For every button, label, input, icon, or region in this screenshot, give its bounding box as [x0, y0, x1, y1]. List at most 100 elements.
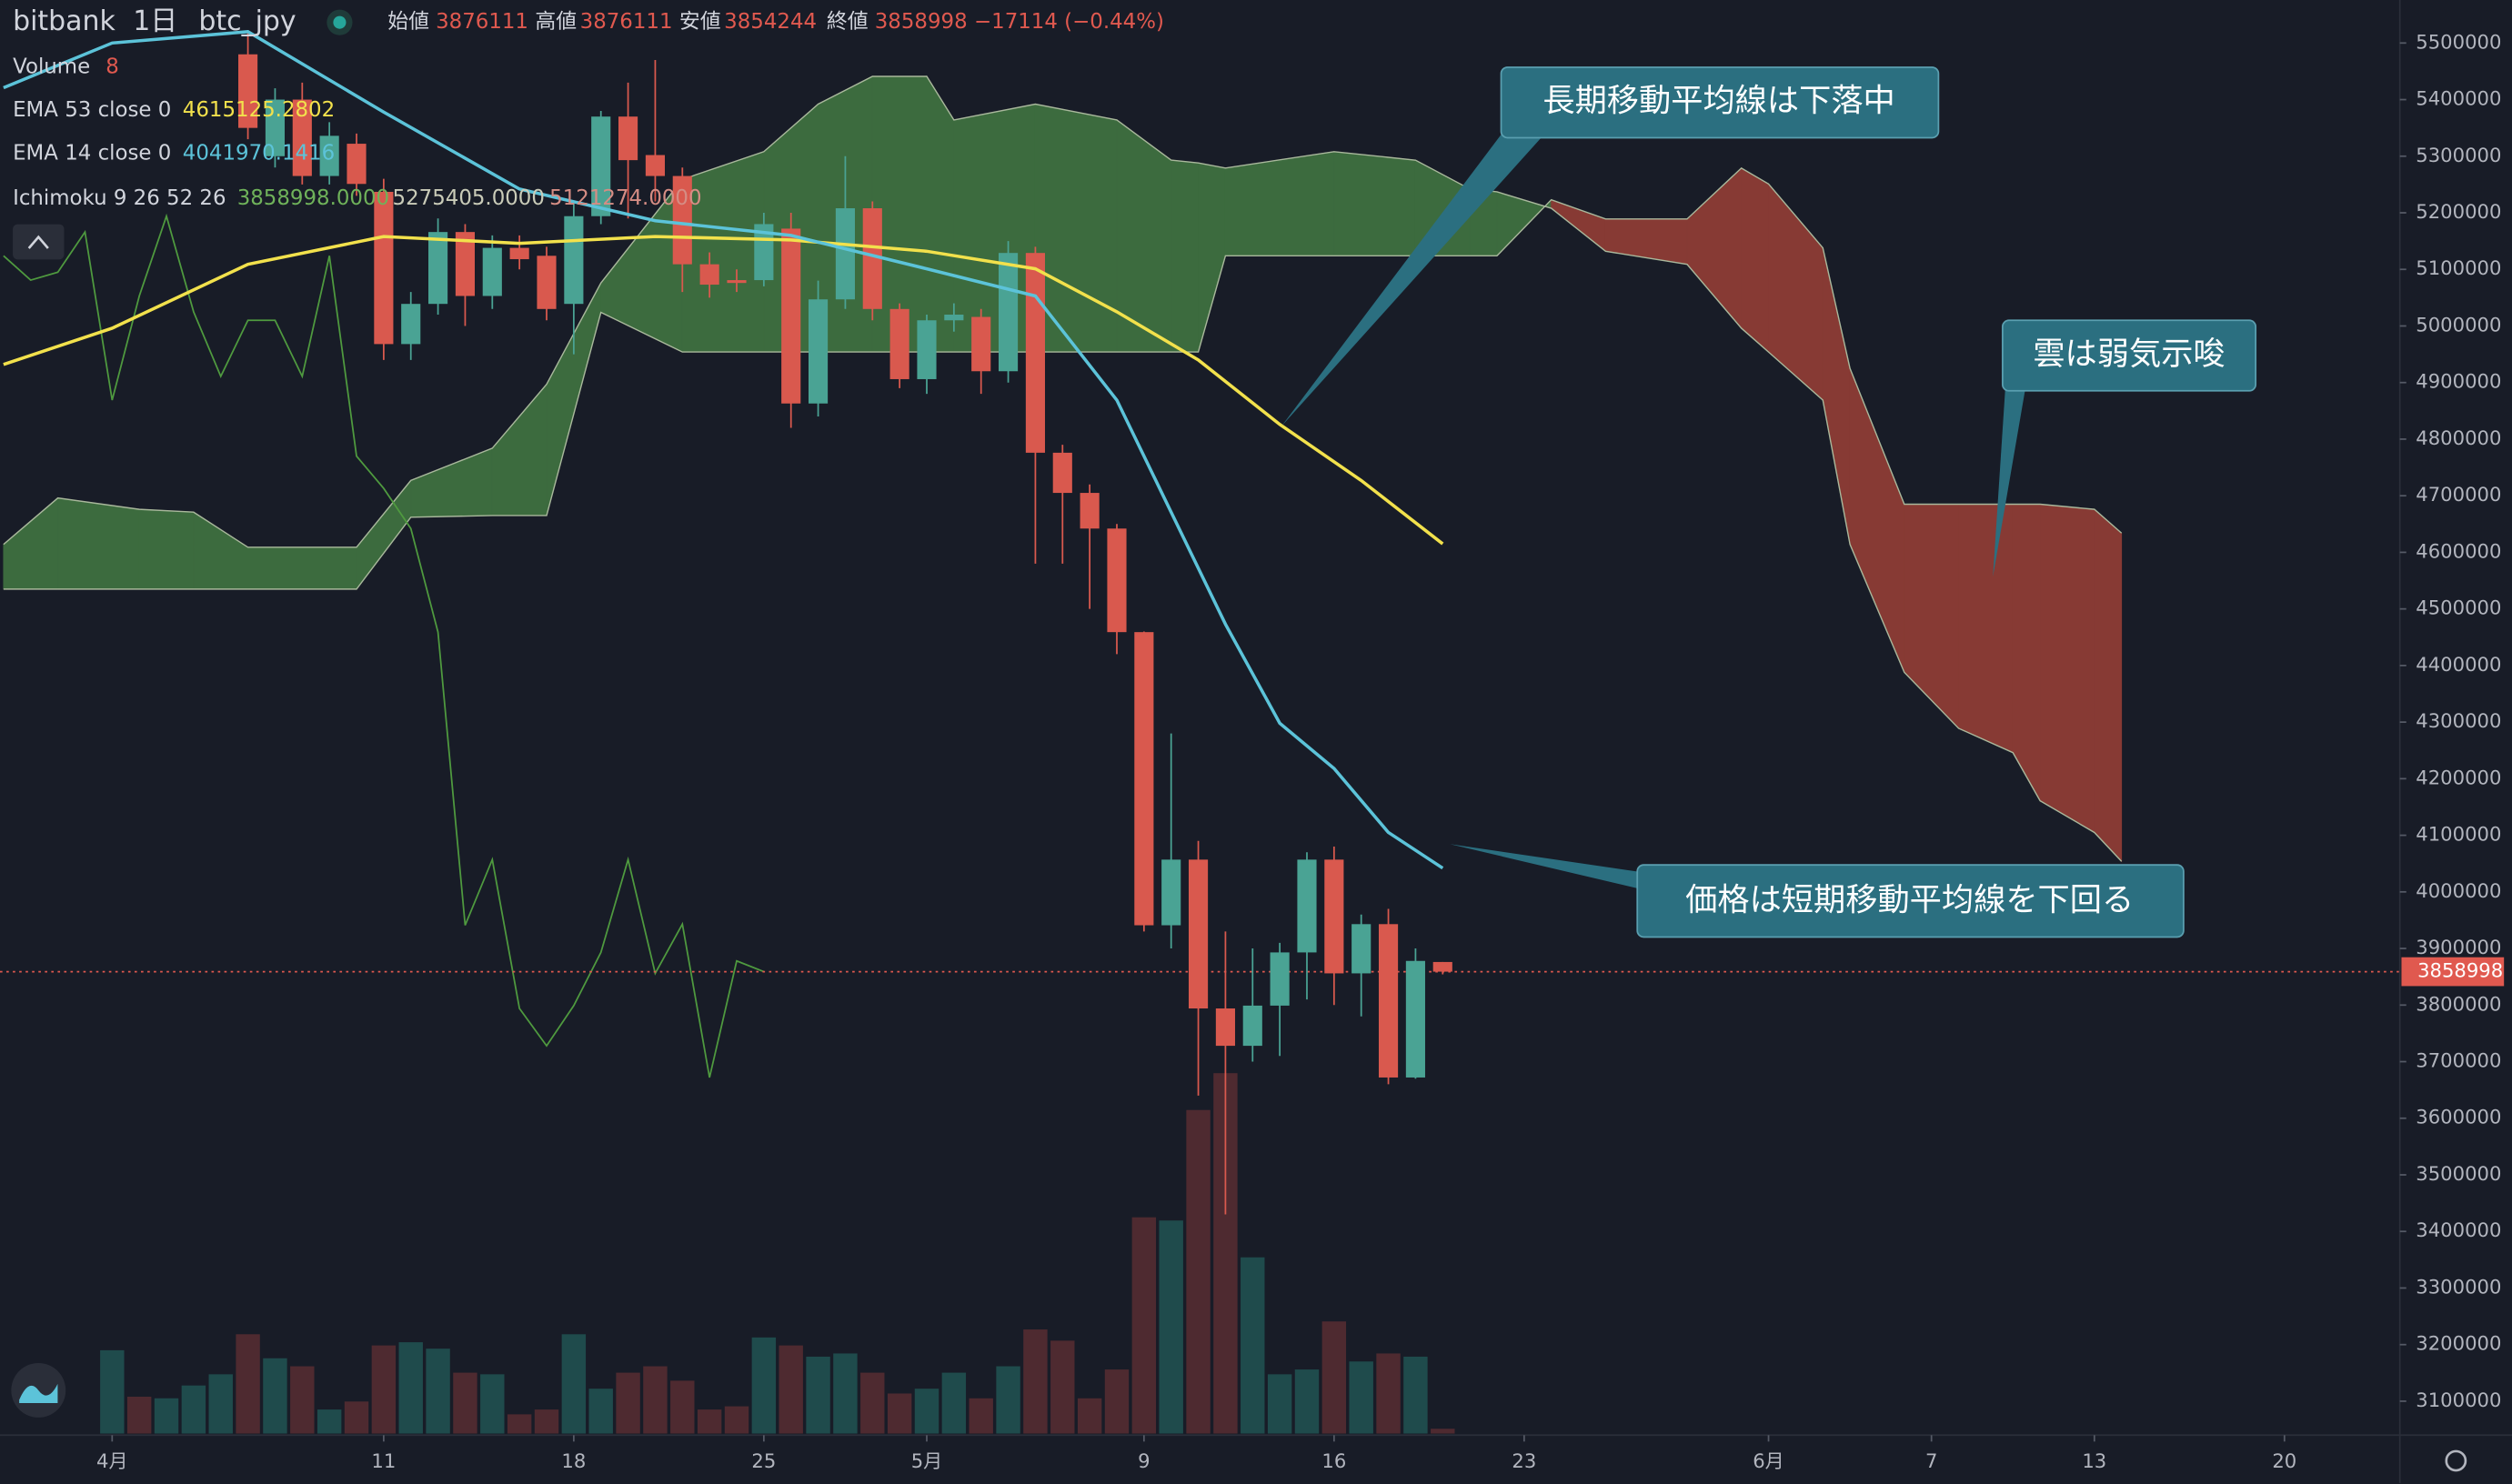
volume-bar [941, 1372, 967, 1434]
y-tick-label: 5000000 [2416, 313, 2501, 336]
volume-bar [670, 1380, 695, 1434]
x-tick-label: 7 [1925, 1449, 1937, 1472]
candle-body [401, 304, 421, 345]
y-tick-label: 3900000 [2416, 936, 2501, 958]
candle-body [727, 280, 747, 284]
cloud-fill [1333, 151, 1416, 256]
candle-body [917, 320, 937, 379]
candle-body [1432, 961, 1452, 972]
x-tick-label: 9 [1138, 1449, 1150, 1472]
ema-line [3, 235, 1444, 546]
volume-bar [426, 1349, 450, 1434]
candle-body [1378, 924, 1399, 1078]
volume-bar [453, 1372, 477, 1434]
indicator-value: 8 [106, 55, 119, 78]
y-tick-label: 3400000 [2416, 1218, 2501, 1241]
price-tag [2401, 957, 2505, 987]
callout-box[interactable] [2001, 319, 2257, 392]
volume-bar [996, 1366, 1020, 1434]
volume-bar [1023, 1329, 1048, 1434]
y-tick-label: 4200000 [2416, 766, 2501, 788]
indicator-name[interactable]: Ichimoku 9 26 52 26 [13, 186, 226, 210]
candle-body [944, 315, 964, 321]
low-value: 3854244 [724, 10, 817, 34]
candle-body [537, 256, 557, 309]
volume-bar [1349, 1361, 1373, 1434]
indicator-name[interactable]: EMA 14 close 0 [13, 142, 171, 165]
volume-bar [724, 1406, 749, 1434]
volume-bar [371, 1345, 397, 1434]
volume-bar [1186, 1109, 1211, 1434]
candle-body [809, 299, 829, 404]
callout-box[interactable] [1500, 66, 1940, 139]
callout-box[interactable] [1636, 864, 2185, 938]
volume-bar [643, 1366, 668, 1434]
candle-body [1134, 632, 1154, 926]
y-tick-label: 3500000 [2416, 1162, 2501, 1185]
y-tick-label: 5400000 [2416, 87, 2501, 110]
indicator-name[interactable]: EMA 53 close 0 [13, 98, 171, 122]
close-value: 3858998 [875, 10, 968, 34]
x-tick-label: 13 [2082, 1449, 2106, 1472]
candle-body [238, 54, 258, 128]
candle-body [998, 253, 1019, 372]
y-tick-label: 4000000 [2416, 879, 2501, 902]
volume-bar [806, 1356, 830, 1434]
volume-bar [1050, 1340, 1075, 1434]
candle-body [319, 135, 339, 176]
settings-icon[interactable] [2445, 1449, 2467, 1472]
interval[interactable]: 1日 [133, 5, 177, 37]
candle-body [455, 232, 476, 296]
volume-bar [1131, 1217, 1157, 1434]
collapse-icon [27, 235, 49, 249]
volume-bar [534, 1409, 559, 1434]
volume-bar [398, 1342, 423, 1434]
y-tick-label: 3300000 [2416, 1275, 2501, 1298]
logo-mark [19, 1383, 58, 1404]
y-tick-label: 4400000 [2416, 653, 2501, 676]
symbol[interactable]: btc_jpy [198, 5, 296, 37]
volume-bar [100, 1349, 125, 1434]
volume-bar [1376, 1353, 1401, 1434]
y-tick-label: 4500000 [2416, 597, 2501, 619]
y-tick-label: 3200000 [2416, 1332, 2501, 1355]
candle-body [971, 316, 991, 372]
volume-bar [181, 1385, 206, 1434]
x-tick-label: 23 [1512, 1449, 1536, 1472]
x-tick-label: 16 [1321, 1449, 1346, 1472]
volume-bar [317, 1409, 342, 1434]
collapse-button[interactable] [13, 224, 65, 260]
x-tick-label: 18 [561, 1449, 586, 1472]
candle-body [482, 247, 502, 296]
change: −17114 (−0.44%) [974, 10, 1164, 34]
cloud-fill [2012, 504, 2041, 803]
x-tick-label: 25 [751, 1449, 776, 1472]
cloud-fill [138, 508, 195, 590]
annotation: 価格は短期移動平均線を下回る [1685, 882, 2134, 919]
candle-body [564, 216, 584, 305]
indicator-name[interactable]: Volume [13, 55, 90, 78]
volume-bar [833, 1353, 858, 1434]
candle-body [509, 247, 529, 260]
y-tick-label: 5300000 [2416, 144, 2501, 166]
low-label: 安値 [679, 10, 721, 34]
candle-body [1215, 1008, 1235, 1047]
candle-body [591, 116, 611, 216]
volume-bar [561, 1334, 587, 1434]
cloud-fill [681, 151, 765, 353]
high-label: 高値 [535, 10, 577, 34]
plot-area [0, 30, 2400, 1434]
volume-bar [969, 1398, 993, 1434]
ema-line [3, 30, 1444, 870]
y-tick-label: 4600000 [2416, 539, 2501, 562]
volume-bar [1321, 1321, 1347, 1434]
volume-bar [344, 1401, 369, 1434]
open-value: 3876111 [436, 10, 528, 34]
volume-bar [616, 1372, 640, 1434]
volume-bar [1241, 1257, 1265, 1434]
y-tick-label: 4700000 [2416, 483, 2501, 506]
volume-bar [208, 1374, 233, 1434]
exchange: bitbank [13, 5, 116, 37]
candle-body [781, 228, 801, 404]
